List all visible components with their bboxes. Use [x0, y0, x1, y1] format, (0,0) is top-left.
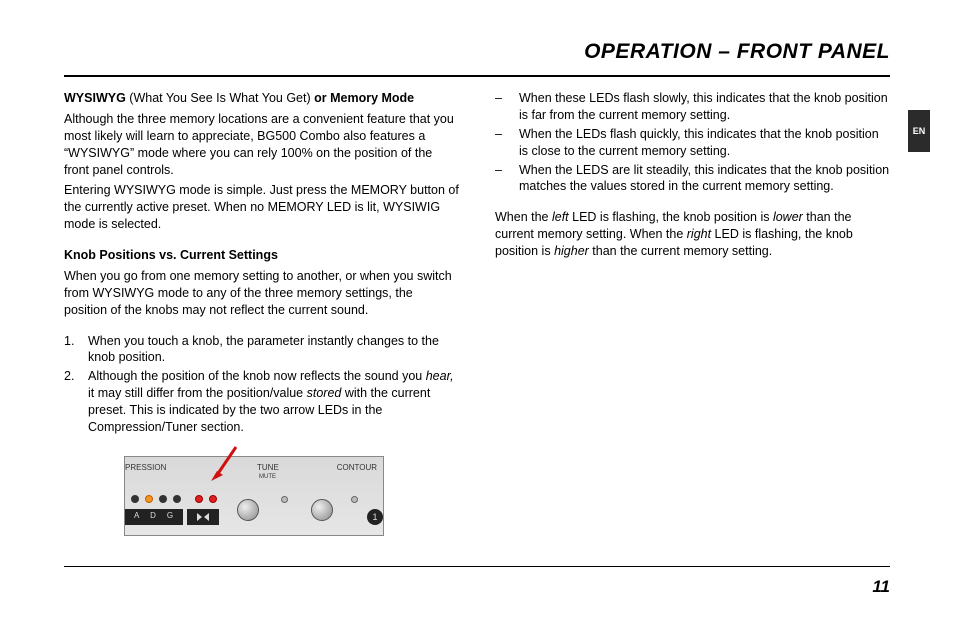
list-item-1: 1. When you touch a knob, the parameter …	[64, 333, 459, 367]
red-arrow-icon	[211, 445, 241, 485]
bullet-2: – When the LEDs flash quickly, this indi…	[495, 126, 890, 160]
label-mute: MUTE	[259, 473, 276, 481]
pd-higher: higher	[554, 244, 589, 258]
bullet-2-text: When the LEDs flash quickly, this indica…	[519, 126, 890, 160]
content-columns: WYSIWYG (What You See Is What You Get) o…	[64, 90, 890, 536]
list-num-1: 1.	[64, 333, 88, 367]
heading-wysiwyg-bold2: or Memory Mode	[314, 91, 414, 105]
pd-right: right	[687, 227, 711, 241]
heading-wysiwyg: WYSIWYG (What You See Is What You Get) o…	[64, 90, 459, 107]
list-text-2: Although the position of the knob now re…	[88, 368, 459, 436]
adg-a: A	[134, 511, 140, 522]
knob-contour	[311, 499, 333, 521]
language-tab: EN	[908, 110, 930, 152]
para-wysiwyg-1: Although the three memory locations are …	[64, 111, 459, 179]
bullet-1: – When these LEDs flash slowly, this ind…	[495, 90, 890, 124]
panel-knob-row: A D G 1	[125, 489, 383, 525]
rule-top	[64, 75, 890, 77]
led-2	[145, 495, 153, 503]
bullet-3: – When the LEDS are lit steadily, this i…	[495, 162, 890, 196]
li2-hear: hear,	[426, 369, 454, 383]
para-wysiwyg-2: Entering WYSIWYG mode is simple. Just pr…	[64, 182, 459, 233]
label-contour: CONTOUR	[337, 463, 377, 474]
language-tab-label: EN	[913, 126, 926, 136]
heading-knob-positions: Knob Positions vs. Current Settings	[64, 247, 459, 264]
led-3	[159, 495, 167, 503]
heading-wysiwyg-mid: (What You See Is What You Get)	[126, 91, 314, 105]
page-title: OPERATION – FRONT PANEL	[584, 40, 890, 64]
li2-stored: stored	[307, 386, 342, 400]
bullet-3-dash: –	[495, 162, 519, 196]
led-4	[173, 495, 181, 503]
pd-left: left	[552, 210, 569, 224]
badge-1: 1	[367, 509, 383, 525]
page-number: 11	[872, 577, 890, 597]
pd-e: than the current memory setting.	[589, 244, 772, 258]
pd-a: When the	[495, 210, 552, 224]
adg-d: D	[150, 511, 157, 522]
list-num-2: 2.	[64, 368, 88, 436]
column-left: WYSIWYG (What You See Is What You Get) o…	[64, 90, 459, 536]
li2-a: Although the position of the knob now re…	[88, 369, 426, 383]
triangle-right-icon	[197, 513, 202, 521]
rule-bottom	[64, 566, 890, 568]
adg-strip: A D G	[125, 509, 183, 525]
led-arrow-right	[209, 495, 217, 503]
knob-tune	[237, 499, 259, 521]
heading-wysiwyg-bold1: WYSIWYG	[64, 91, 126, 105]
arrow-led-box	[187, 509, 219, 525]
bullet-1-dash: –	[495, 90, 519, 124]
column-right: – When these LEDs flash slowly, this ind…	[495, 90, 890, 536]
para-led-direction: When the left LED is flashing, the knob …	[495, 209, 890, 260]
li2-b: it may still differ from the position/va…	[88, 386, 307, 400]
label-pression: PRESSION	[125, 463, 166, 474]
bullet-1-text: When these LEDs flash slowly, this indic…	[519, 90, 890, 124]
bullet-2-dash: –	[495, 126, 519, 160]
adg-g: G	[167, 511, 174, 522]
para-knob-intro: When you go from one memory setting to a…	[64, 268, 459, 319]
list-text-1: When you touch a knob, the parameter ins…	[88, 333, 459, 367]
led-arrow-left	[195, 495, 203, 503]
list-item-2: 2. Although the position of the knob now…	[64, 368, 459, 436]
led-contour	[351, 496, 358, 503]
pd-b: LED is flashing, the knob position is	[569, 210, 773, 224]
bullet-3-text: When the LEDS are lit steadily, this ind…	[519, 162, 890, 196]
pd-lower: lower	[773, 210, 803, 224]
triangle-left-icon	[204, 513, 209, 521]
led-1	[131, 495, 139, 503]
led-tune	[281, 496, 288, 503]
panel-figure: PRESSION TUNE MUTE CONTOUR A D G	[124, 456, 384, 536]
